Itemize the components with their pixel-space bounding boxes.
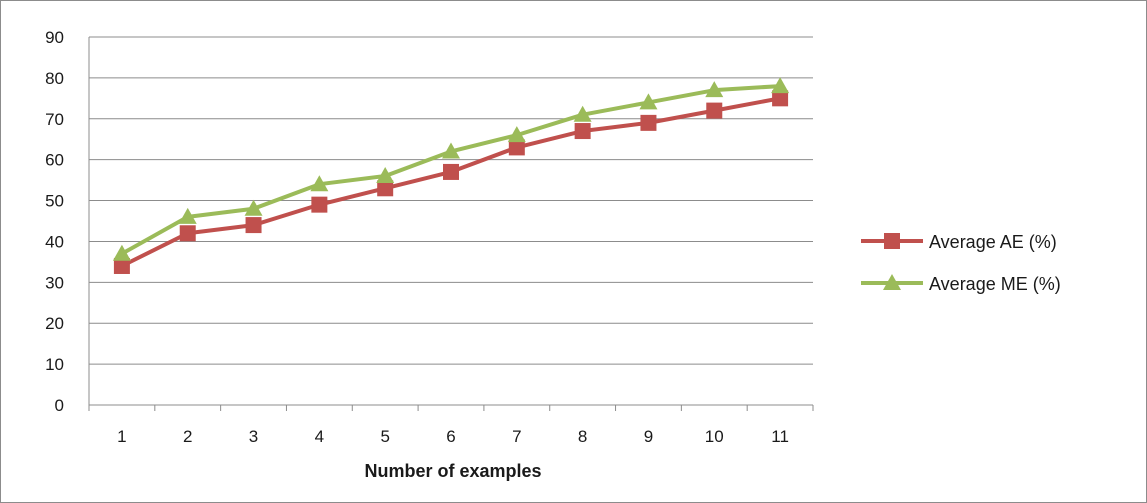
x-tick-label: 11 (771, 427, 789, 446)
x-tick-label: 10 (705, 427, 724, 446)
data-point (507, 126, 526, 143)
gridlines (89, 36, 813, 365)
axes (88, 37, 814, 411)
y-tick-labels: 0 10 20 30 40 50 60 70 80 90 (45, 28, 64, 415)
data-point (245, 217, 262, 234)
data-point (772, 90, 789, 107)
legend-label: Average AE (%) (929, 232, 1057, 252)
data-point (244, 199, 263, 216)
legend-marker (884, 233, 900, 249)
y-tick-label: 0 (55, 396, 64, 415)
y-tick-label: 80 (45, 69, 64, 88)
data-point (311, 196, 328, 213)
data-point (508, 139, 525, 156)
data-point (574, 123, 591, 140)
x-tick-label: 2 (183, 427, 192, 446)
data-point (112, 244, 131, 261)
series (112, 77, 790, 274)
series-line (121, 96, 781, 268)
x-tick-label: 7 (512, 427, 521, 446)
legend-item: Average AE (%) (861, 232, 1057, 252)
legend-label: Average ME (%) (929, 274, 1061, 294)
data-point (179, 225, 196, 242)
legend-marker (883, 274, 901, 290)
data-point (573, 105, 592, 122)
x-tick-label: 6 (446, 427, 455, 446)
x-tick-label: 5 (380, 427, 389, 446)
y-tick-label: 30 (45, 273, 64, 292)
x-tick-label: 1 (117, 427, 126, 446)
series-average-ae (113, 90, 789, 274)
data-point (113, 257, 130, 274)
y-tick-label: 70 (45, 110, 64, 129)
series-average-me (112, 77, 790, 261)
data-point (377, 180, 394, 197)
data-point (443, 163, 459, 180)
y-tick-label: 90 (45, 28, 64, 47)
x-tick-labels: 1 2 3 4 5 6 7 8 9 10 11 (117, 427, 789, 446)
data-point (640, 114, 657, 131)
x-tick-label: 4 (315, 427, 324, 446)
data-point (310, 175, 329, 192)
x-axis-title: Number of examples (364, 461, 541, 481)
y-tick-label: 60 (45, 151, 64, 170)
data-point (706, 102, 723, 119)
y-tick-label: 40 (45, 232, 64, 251)
data-point (178, 207, 197, 224)
x-tick-label: 3 (249, 427, 258, 446)
data-point (376, 167, 395, 184)
y-tick-label: 20 (45, 314, 64, 333)
data-point (639, 93, 658, 110)
legend: Average AE (%) Average ME (%) (861, 232, 1061, 294)
x-tick-label: 8 (578, 427, 587, 446)
data-point (442, 142, 460, 159)
legend-item: Average ME (%) (861, 274, 1061, 294)
x-tick-label: 9 (644, 427, 653, 446)
data-point (771, 77, 790, 94)
y-tick-label: 10 (45, 355, 64, 374)
data-point (705, 81, 724, 98)
y-tick-label: 50 (45, 192, 64, 211)
